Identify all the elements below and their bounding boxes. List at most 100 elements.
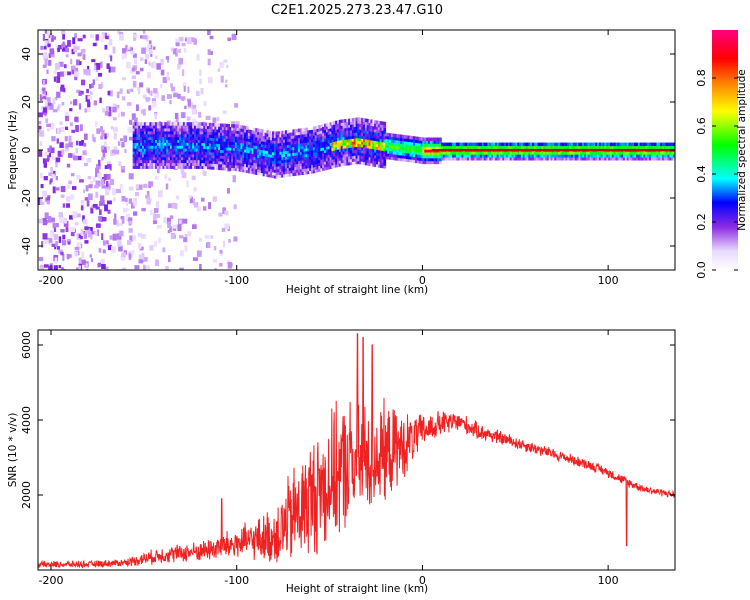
spectrogram-cell	[337, 146, 340, 150]
spectrogram-cell	[221, 140, 225, 145]
spectrogram-cell	[251, 170, 255, 175]
spectrogram-cell	[428, 151, 431, 156]
spectrogram-cell	[143, 139, 147, 143]
spectrogram-cell	[234, 136, 238, 140]
spectrogram-cell	[162, 156, 166, 161]
spectrogram-cell	[190, 148, 193, 152]
spectrogram-cell	[132, 133, 136, 138]
spectrogram-cell	[584, 145, 587, 149]
spectrogram-cell	[168, 177, 171, 182]
spectrogram-cell	[238, 145, 242, 149]
spectrogram-cell	[275, 160, 279, 164]
spectrogram-cell	[160, 130, 164, 135]
spectrogram-cell	[203, 157, 206, 161]
spectrogram-cell	[376, 146, 379, 150]
spectrogram-cell	[153, 162, 156, 166]
spectrogram-cell	[61, 30, 66, 34]
spectrogram-cell	[156, 156, 160, 161]
spectrogram-cell	[273, 143, 277, 147]
spectrogram-cell	[208, 202, 212, 210]
spectrogram-cell	[255, 131, 258, 135]
spectrogram-cell	[513, 145, 517, 149]
spectrogram-cell	[498, 151, 502, 155]
spectrogram-cell	[121, 196, 126, 202]
spectrogram-cell	[595, 151, 598, 155]
spectrogram-cell	[260, 135, 264, 139]
spectrogram-cell	[195, 122, 199, 126]
spectrogram-cell	[376, 152, 379, 156]
spectrogram-cell	[626, 154, 630, 158]
spectrogram-cell	[272, 174, 275, 179]
spectrogram-cell	[584, 157, 587, 161]
spectrogram-cell	[249, 164, 253, 168]
spectrogram-cell	[107, 164, 111, 169]
spectrogram-cell	[180, 112, 186, 119]
spectrogram-cell	[494, 145, 498, 149]
spectrogram-cell	[342, 119, 346, 123]
spectrogram-cell	[639, 151, 643, 155]
spectrogram-cell	[424, 140, 427, 144]
spectrogram-cell	[350, 127, 353, 131]
spectrogram-cell	[160, 69, 165, 76]
spectrogram-cell	[118, 161, 122, 166]
spectrogram-cell	[259, 131, 262, 136]
spectrogram-cell	[552, 151, 556, 155]
spectrogram-cell	[439, 160, 442, 165]
colorbar-ticks: 0.00.20.40.60.8	[695, 69, 738, 279]
spectrogram-cell	[175, 153, 179, 158]
spectrogram-cell	[262, 172, 266, 177]
spectrogram-cell	[238, 133, 242, 138]
spectrogram-cell	[337, 160, 340, 165]
spectrogram-cell	[247, 146, 251, 151]
spectrogram-cell	[385, 144, 388, 148]
spectrogram-cell	[199, 125, 203, 129]
spectrogram-cell	[155, 259, 159, 266]
spectrogram-cell	[305, 145, 309, 149]
spectrogram-cell	[396, 154, 400, 158]
spectrogram-cell	[268, 156, 271, 161]
spectrogram-cell	[281, 130, 284, 135]
spectrogram-cell	[78, 265, 82, 270]
spectrogram-cell	[60, 186, 66, 193]
spectrogram-cell	[203, 148, 206, 152]
spectrogram-cell	[398, 148, 401, 153]
spectrogram-cell	[597, 142, 600, 147]
spectrogram-cell	[257, 142, 260, 147]
spectrogram-cell	[545, 157, 548, 161]
spectrogram-cell	[111, 246, 116, 253]
spectrogram-cell	[546, 151, 550, 155]
spectrogram-cell	[368, 119, 372, 123]
spectrogram-cell	[286, 147, 290, 151]
spectrogram-cell	[396, 151, 400, 155]
spectrogram-cell	[537, 145, 541, 149]
spectrogram-cell	[623, 157, 626, 161]
spectrogram-cell	[173, 145, 177, 149]
spectrogram-cell	[463, 157, 466, 161]
spectrogram-cell	[175, 125, 179, 129]
spectrogram-cell	[325, 160, 329, 165]
spectrogram-cell	[424, 160, 427, 165]
spectrogram-cell	[277, 139, 281, 144]
spectrogram-cell	[288, 164, 292, 168]
spectrogram-cell	[429, 143, 433, 147]
spectrogram-cell	[552, 154, 556, 158]
spectrogram-cell	[157, 190, 163, 198]
spectrogram-cell	[402, 155, 405, 159]
spectrogram-cell	[519, 142, 522, 147]
spectrogram-cell	[281, 171, 284, 175]
spectrogram-cell	[162, 159, 166, 164]
spectrogram-cell	[348, 161, 351, 166]
spectrogram-cell	[335, 126, 338, 130]
spectrogram-cell	[329, 162, 333, 166]
spectrogram-cell	[645, 145, 648, 149]
spectrogram-cell	[392, 145, 396, 149]
spectrogram-cell	[316, 145, 320, 150]
snr-x-ticks: -200 -100 0 100	[39, 330, 619, 587]
spectrogram-cell	[207, 139, 210, 144]
spectrogram-cell	[364, 135, 368, 140]
spectrogram-cell	[59, 216, 64, 224]
spectrogram-cell	[246, 135, 249, 139]
spectrogram-cell	[87, 65, 90, 72]
spectrogram-cell	[68, 180, 72, 185]
spectrogram-cell	[361, 120, 364, 125]
